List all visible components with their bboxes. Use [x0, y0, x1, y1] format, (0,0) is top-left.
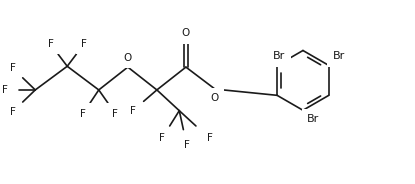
Text: F: F	[112, 109, 118, 118]
Text: Br: Br	[333, 51, 345, 61]
Text: Br: Br	[273, 51, 285, 61]
Text: F: F	[159, 133, 165, 144]
Text: F: F	[80, 109, 86, 118]
Text: F: F	[48, 39, 54, 49]
Text: F: F	[2, 85, 8, 95]
Text: F: F	[130, 106, 136, 116]
Text: F: F	[10, 107, 15, 117]
Text: F: F	[81, 39, 87, 49]
Text: F: F	[207, 133, 212, 144]
Text: O: O	[211, 93, 219, 103]
Text: F: F	[184, 140, 190, 150]
Text: O: O	[124, 53, 132, 63]
Text: F: F	[10, 63, 15, 73]
Text: Br: Br	[307, 114, 320, 124]
Text: O: O	[182, 29, 190, 38]
